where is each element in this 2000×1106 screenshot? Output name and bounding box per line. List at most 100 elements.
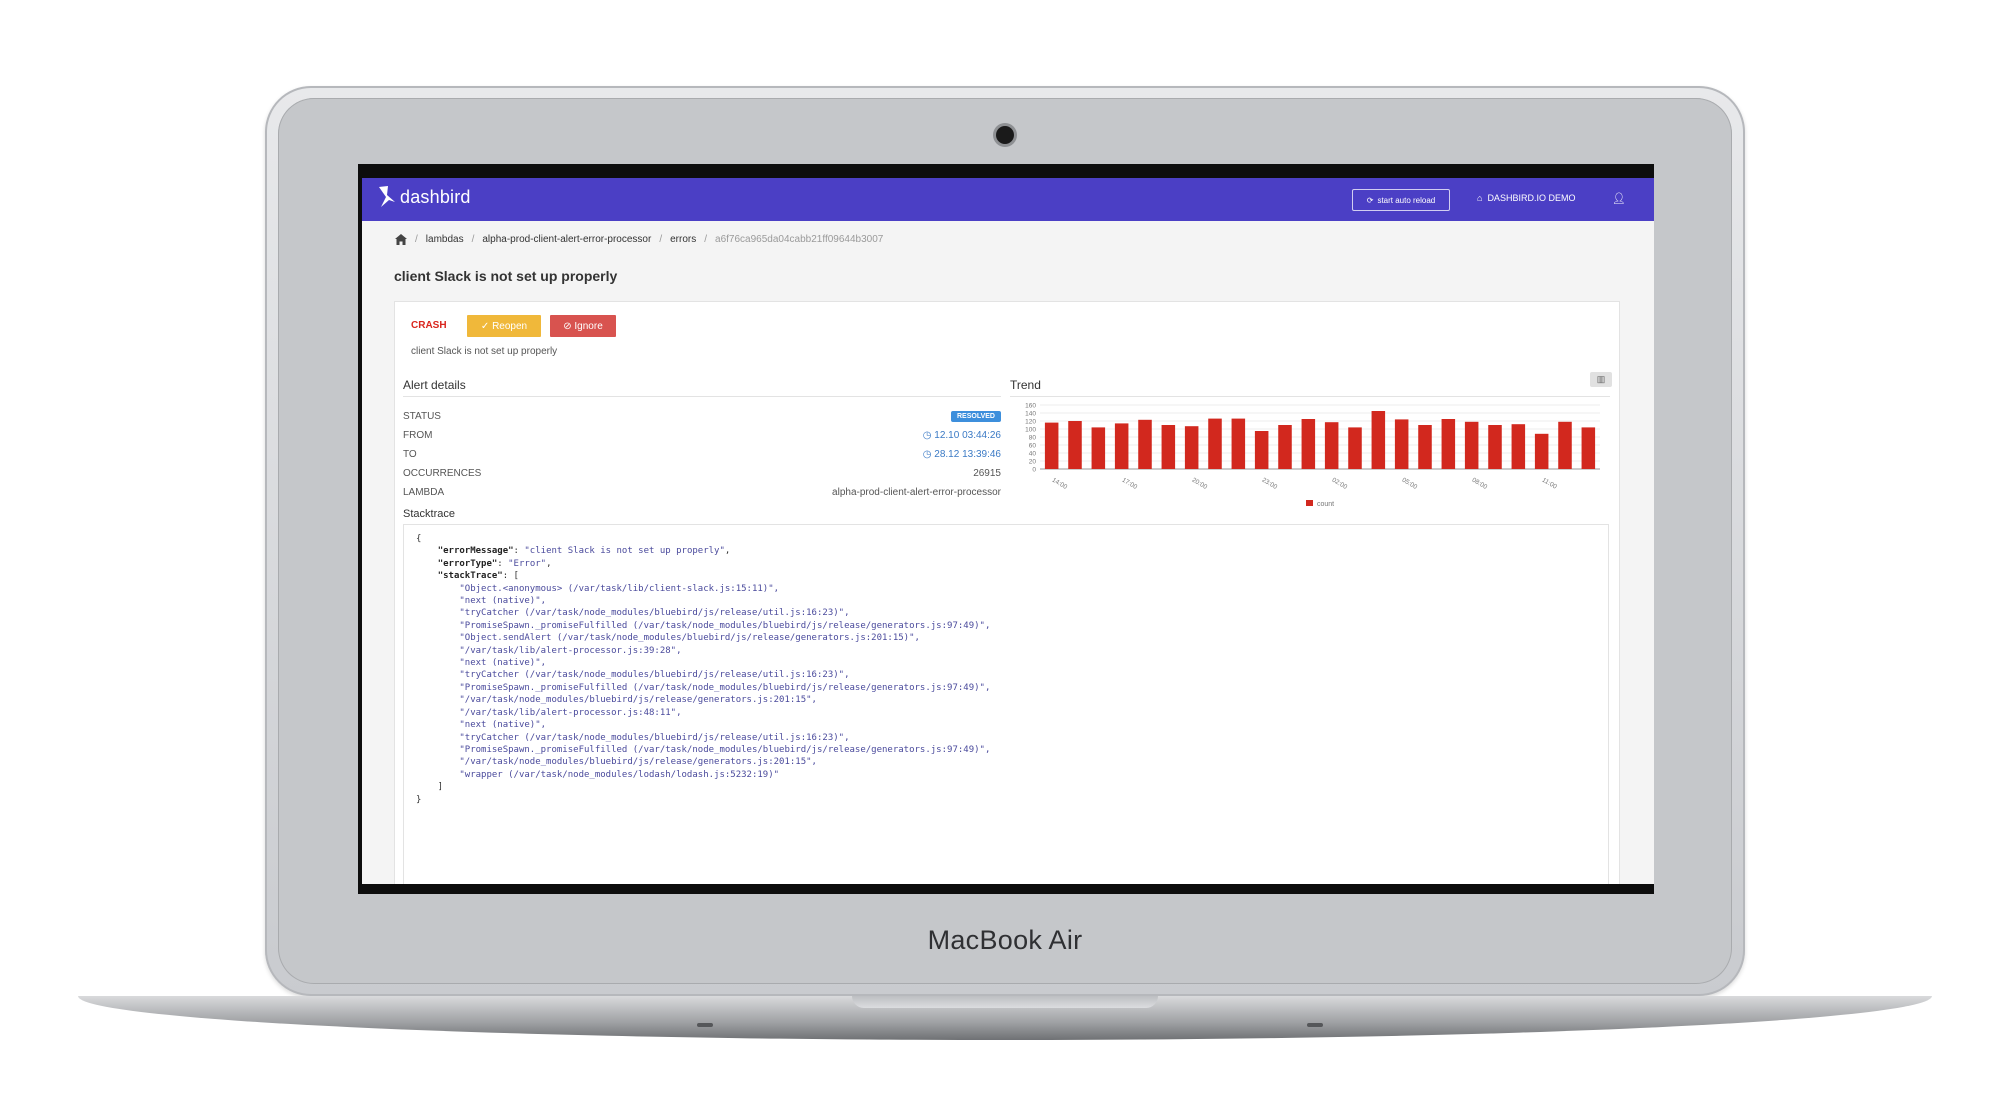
- code-brace: {: [416, 534, 422, 544]
- bar: [1301, 419, 1316, 469]
- app-viewport: dashbird ⟳ start auto reload ⌂ DASHBIRD.…: [362, 178, 1654, 884]
- y-tick-label: 20: [1029, 459, 1037, 466]
- bar: [1441, 419, 1456, 469]
- bar: [1464, 421, 1479, 469]
- ban-icon: ⊘: [563, 320, 575, 332]
- top-navbar: dashbird ⟳ start auto reload ⌂ DASHBIRD.…: [362, 178, 1654, 221]
- y-tick-label: 60: [1029, 443, 1037, 450]
- home-icon[interactable]: [395, 234, 407, 245]
- from-timestamp: 12.10 03:44:26: [934, 430, 1001, 441]
- start-auto-reload-button[interactable]: ⟳ start auto reload: [1352, 189, 1450, 211]
- bar: [1348, 427, 1362, 469]
- x-tick-label: 02:00: [1331, 477, 1349, 491]
- bar: [1418, 425, 1432, 469]
- camera: [996, 126, 1014, 144]
- stack-frame: "Object.sendAlert (/var/task/node_module…: [459, 633, 920, 644]
- detail-value-to[interactable]: ◷ 28.12 13:39:46: [923, 449, 1001, 460]
- clock-icon: ◷: [922, 449, 935, 460]
- breadcrumb-item[interactable]: lambdas: [425, 234, 464, 245]
- reload-label: start auto reload: [1377, 195, 1436, 205]
- status-badge: RESOLVED: [951, 411, 1001, 422]
- bar: [1324, 422, 1339, 469]
- breadcrumb-separator: /: [704, 234, 708, 245]
- code-key: "errorType": [437, 558, 498, 569]
- stack-frame: "PromiseSpawn._promiseFulfilled (/var/ta…: [459, 744, 991, 755]
- detail-label: LAMBDA: [403, 487, 445, 498]
- account-menu[interactable]: ⌂ DASHBIRD.IO DEMO: [1477, 193, 1575, 203]
- bird-logo-icon: [379, 186, 395, 207]
- device-brand: MacBook Air: [927, 925, 1083, 955]
- crash-label: CRASH: [411, 320, 447, 331]
- bar: [1278, 425, 1292, 469]
- bar: [1184, 426, 1199, 469]
- stack-frame: "/var/task/lib/alert-processor.js:48:11"…: [459, 707, 682, 718]
- detail-row-lambda: LAMBDA alpha-prod-client-alert-error-pro…: [403, 487, 1001, 501]
- bar: [1511, 424, 1526, 469]
- laptop-foot: [697, 1023, 713, 1027]
- x-tick-label: 14:00: [1051, 477, 1069, 491]
- stack-frame: "tryCatcher (/var/task/node_modules/blue…: [459, 732, 850, 743]
- x-tick-label: 05:00: [1401, 477, 1419, 491]
- check-icon: ✓: [480, 320, 493, 332]
- lambda-value[interactable]: alpha-prod-client-alert-error-processor: [832, 487, 1001, 498]
- ignore-button[interactable]: ⊘ Ignore: [550, 315, 616, 337]
- detail-row-occurrences: OCCURRENCES 26915: [403, 468, 1001, 482]
- logo-text: dashbird: [400, 186, 471, 207]
- x-tick-label: 20:00: [1191, 477, 1209, 491]
- laptop-notch: [852, 996, 1158, 1008]
- refresh-icon: ⟳: [1366, 195, 1374, 205]
- crash-message: client Slack is not set up properly: [411, 346, 558, 357]
- legend-label: count: [1317, 501, 1334, 508]
- stacktrace-box: { "errorMessage": "client Slack is not s…: [403, 524, 1609, 884]
- stack-frame: "Object.<anonymous> (/var/task/lib/clien…: [459, 583, 780, 594]
- code-brace: }: [416, 794, 422, 805]
- breadcrumb-separator: /: [471, 234, 475, 245]
- trend-chart: 0 20 40 60 80 100 120 140 160 14:00 17:00 20:00 23:0…: [1010, 399, 1610, 519]
- laptop-foot: [1307, 1023, 1323, 1027]
- bar: [1231, 418, 1246, 469]
- occurrences-value: 26915: [973, 468, 1001, 479]
- x-tick-label: 17:00: [1121, 477, 1139, 491]
- detail-row-from: FROM ◷ 12.10 03:44:26: [403, 430, 1001, 444]
- account-label: DASHBIRD.IO DEMO: [1487, 193, 1576, 203]
- y-tick-label: 40: [1029, 451, 1037, 458]
- breadcrumb-separator: /: [659, 234, 663, 245]
- alert-details-divider: [403, 396, 1001, 397]
- code-value: "Error": [508, 558, 547, 569]
- detail-value-from[interactable]: ◷ 12.10 03:44:26: [923, 430, 1001, 441]
- reopen-label: Reopen: [492, 320, 528, 332]
- logo[interactable]: dashbird: [378, 185, 471, 209]
- stack-frames: "Object.<anonymous> (/var/task/lib/clien…: [416, 584, 990, 780]
- stack-frame: "tryCatcher (/var/task/node_modules/blue…: [459, 670, 850, 681]
- bar: [1488, 425, 1502, 469]
- bar: [1091, 427, 1106, 469]
- code-key: "stackTrace": [437, 571, 503, 582]
- trend-title: Trend: [1010, 378, 1041, 392]
- to-timestamp: 28.12 13:39:46: [934, 449, 1001, 460]
- bar: [1371, 411, 1386, 469]
- page-title: client Slack is not set up properly: [394, 268, 618, 284]
- stack-frame: "PromiseSpawn._promiseFulfilled (/var/ta…: [459, 620, 991, 631]
- y-tick-label: 80: [1029, 435, 1037, 442]
- bar: [1581, 427, 1596, 469]
- y-tick-label: 160: [1025, 403, 1036, 410]
- breadcrumb-item[interactable]: errors: [670, 234, 697, 245]
- reopen-button[interactable]: ✓ Reopen: [467, 315, 541, 337]
- detail-label: STATUS: [403, 411, 441, 422]
- x-tick-label: 11:00: [1541, 477, 1559, 491]
- stack-frame: "next (native)",: [459, 658, 547, 669]
- breadcrumb-item[interactable]: alpha-prod-client-alert-error-processor: [482, 234, 652, 245]
- x-tick-label: 23:00: [1261, 477, 1279, 491]
- bar: [1161, 425, 1176, 469]
- chart-toggle-button[interactable]: ▥: [1590, 372, 1612, 387]
- legend-swatch: [1306, 500, 1313, 506]
- stack-frame: "/var/task/lib/alert-processor.js:39:28"…: [459, 645, 682, 656]
- trend-divider: [1010, 396, 1610, 397]
- stack-frame: "tryCatcher (/var/task/node_modules/blue…: [459, 608, 850, 619]
- stack-frame: "next (native)",: [459, 720, 547, 731]
- detail-label: TO: [403, 449, 417, 460]
- bar: [1068, 421, 1082, 469]
- alert-details-title: Alert details: [403, 378, 466, 392]
- user-icon[interactable]: 👤︎: [1612, 193, 1626, 205]
- bar: [1558, 421, 1572, 469]
